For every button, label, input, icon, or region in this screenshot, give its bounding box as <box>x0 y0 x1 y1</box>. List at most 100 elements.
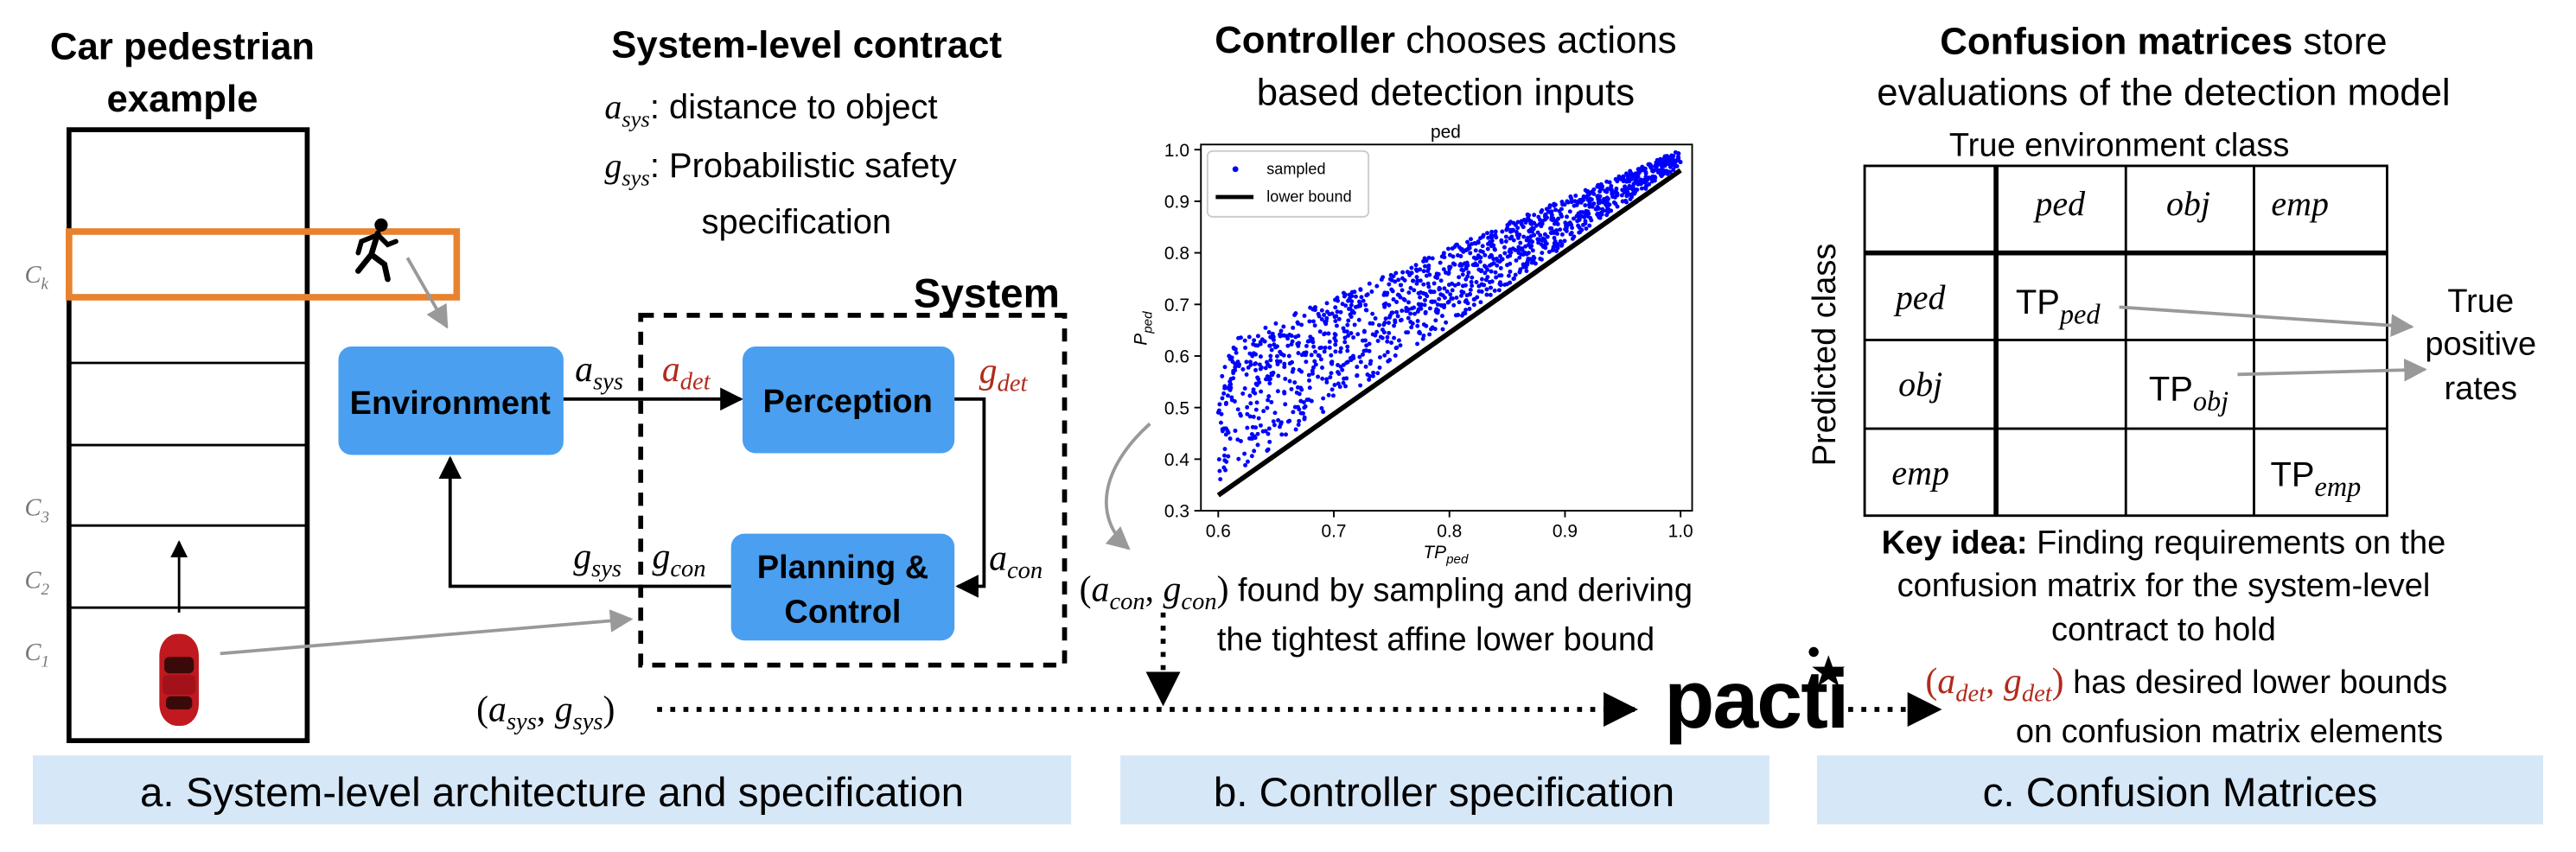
sampled-point <box>1559 200 1565 205</box>
sampled-point <box>1230 359 1235 364</box>
sampled-point <box>1276 417 1281 423</box>
sampled-point <box>1487 263 1492 268</box>
sampled-point <box>1299 322 1304 327</box>
sampled-point <box>1382 304 1387 309</box>
sampled-point <box>1465 274 1470 279</box>
sampled-point <box>1329 359 1335 365</box>
sampled-point <box>1598 182 1604 188</box>
sampled-point <box>1587 223 1592 228</box>
sampled-point <box>1624 171 1629 176</box>
sampled-point <box>1527 257 1533 262</box>
sampled-point <box>1524 262 1529 267</box>
sampled-point <box>1400 270 1406 275</box>
sampled-point <box>1475 263 1480 268</box>
sampled-point <box>1461 268 1466 273</box>
sampled-point <box>1281 324 1286 329</box>
sampled-point <box>1615 179 1620 184</box>
sampled-point <box>1229 397 1234 403</box>
sampled-point <box>1604 196 1609 201</box>
sampled-point <box>1294 390 1299 395</box>
sampled-point <box>1329 353 1334 358</box>
sampled-point <box>1446 271 1451 277</box>
sampled-point <box>1438 278 1444 283</box>
sampled-point <box>1489 244 1494 249</box>
sampled-point <box>1222 447 1227 452</box>
sampled-point <box>1388 272 1393 277</box>
sampled-point <box>1636 174 1641 179</box>
sampled-point <box>1478 269 1483 274</box>
sampled-point <box>1498 254 1503 258</box>
sampled-point <box>1375 371 1380 376</box>
sampled-point <box>1298 385 1304 391</box>
sampled-point <box>1576 211 1581 216</box>
sampled-point <box>1438 286 1443 291</box>
sampled-point <box>1577 225 1582 230</box>
sampled-point <box>1221 391 1227 396</box>
sampled-point <box>1293 334 1298 340</box>
sampled-point <box>1326 392 1331 397</box>
sampled-point <box>1344 376 1349 381</box>
sampled-point <box>1493 229 1498 234</box>
sampled-point <box>1309 353 1314 358</box>
sampled-point <box>1545 234 1550 239</box>
sampled-point <box>1299 369 1304 374</box>
sampled-point <box>1340 302 1345 307</box>
sampled-point <box>1363 364 1368 369</box>
footer-c-label: c. Confusion Matrices <box>1983 770 2378 816</box>
sampled-point <box>1439 314 1444 319</box>
sampled-point <box>1404 330 1409 335</box>
col-header-ped: ped <box>2032 184 2086 223</box>
detection-zone-box <box>66 228 461 301</box>
sampled-point <box>1381 330 1387 335</box>
sampled-point <box>1322 349 1327 354</box>
sampled-point <box>1502 245 1507 250</box>
y-axis-ticks: 0.3 0.4 0.5 0.6 0.7 0.8 0.9 1.0 <box>1164 141 1202 522</box>
sampled-point <box>1521 252 1526 258</box>
sampled-point <box>1236 364 1241 369</box>
sampled-point <box>1344 329 1349 334</box>
sampled-point <box>1383 301 1388 306</box>
sampled-point <box>1459 293 1463 298</box>
sampled-point <box>1391 296 1396 302</box>
sampled-point <box>1278 328 1284 334</box>
sampled-point <box>1272 342 1277 347</box>
cell-tp-obj: TPobj <box>2149 371 2228 416</box>
x-tick-label: 0.7 <box>1322 521 1347 541</box>
sampled-point <box>1426 266 1431 271</box>
sampled-point <box>1267 381 1272 386</box>
sampled-point <box>1418 303 1423 308</box>
sampled-point <box>1429 327 1433 332</box>
sampled-point <box>1664 168 1669 174</box>
sampled-point <box>1414 275 1419 280</box>
sampled-point <box>1329 387 1335 392</box>
sampled-point <box>1517 232 1522 238</box>
sampled-point <box>1255 334 1260 339</box>
sampled-point <box>1624 200 1629 205</box>
sampled-point <box>1301 351 1306 356</box>
sampled-point <box>1364 348 1369 353</box>
sampled-point <box>1426 284 1431 289</box>
sampled-point <box>1423 264 1427 269</box>
car-example-title-line2: example <box>106 78 258 120</box>
sampled-point <box>1390 289 1395 294</box>
sampled-point <box>1678 160 1683 165</box>
sampled-point <box>1544 241 1549 246</box>
sampled-point <box>1469 237 1473 242</box>
sampled-point <box>1285 419 1291 424</box>
sampled-point <box>1478 300 1483 305</box>
sampled-point <box>1484 292 1489 297</box>
sampled-point <box>1267 343 1272 348</box>
sampled-point <box>1282 365 1287 370</box>
sampled-point <box>1480 244 1485 249</box>
panel-a: Car pedestrian example Ck C3 C2 C1 <box>25 24 1638 743</box>
sampled-point <box>1283 376 1288 381</box>
sampled-point <box>1245 425 1250 430</box>
sampled-point <box>1452 283 1457 288</box>
sampled-point <box>1338 349 1343 354</box>
sampled-point <box>1406 307 1411 312</box>
sampled-point <box>1245 411 1250 416</box>
sampled-point <box>1243 462 1248 467</box>
pacti-logo: pacti <box>1664 646 1942 746</box>
sampled-point <box>1279 432 1285 437</box>
sampled-point <box>1533 223 1539 228</box>
